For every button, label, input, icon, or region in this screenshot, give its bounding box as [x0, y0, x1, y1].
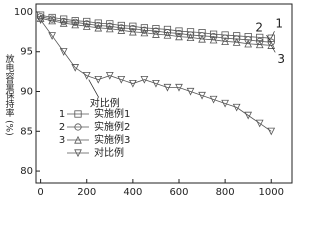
- marker: [244, 111, 253, 120]
- marker: [129, 79, 137, 88]
- marker: [106, 20, 114, 28]
- marker: [105, 24, 114, 33]
- marker: [106, 22, 114, 30]
- x-tick-label: 800: [216, 187, 235, 198]
- marker: [117, 24, 125, 32]
- y-tick-label: 90: [20, 87, 33, 98]
- marker: [175, 83, 183, 92]
- marker: [244, 36, 252, 44]
- marker: [129, 27, 137, 36]
- marker: [117, 21, 125, 30]
- marker: [255, 119, 264, 128]
- x-tick-label: 1000: [259, 187, 284, 198]
- marker: [221, 37, 229, 45]
- marker: [71, 64, 80, 72]
- legend-label: 实施例3: [94, 133, 130, 146]
- x-tick-label: 600: [169, 187, 188, 198]
- curve-label: 对比例: [90, 97, 120, 110]
- marker: [117, 75, 126, 84]
- marker: [94, 23, 103, 32]
- x-tick-label: 200: [77, 187, 96, 198]
- marker: [48, 32, 56, 40]
- y-tick-label: 80: [20, 166, 33, 177]
- series-line: [40, 19, 272, 132]
- marker: [83, 17, 91, 26]
- marker: [175, 32, 183, 41]
- y-axis-label: 放电容量保持率 (%): [4, 53, 15, 136]
- legend-marker: [74, 149, 82, 158]
- x-tick-label: 400: [123, 187, 142, 198]
- marker: [209, 95, 218, 104]
- curve-pointer: [266, 34, 272, 43]
- marker: [198, 34, 206, 43]
- marker: [48, 16, 56, 25]
- marker: [94, 19, 102, 27]
- marker: [105, 72, 114, 80]
- marker: [59, 48, 68, 56]
- y-tick-label: 100: [14, 7, 33, 18]
- marker: [140, 28, 149, 37]
- marker: [36, 16, 45, 25]
- curve-label: 1: [275, 17, 283, 31]
- y-tick-label: 95: [20, 47, 33, 58]
- legend-label: 实施例1: [94, 107, 130, 120]
- marker: [186, 31, 195, 39]
- curve-label: 3: [277, 52, 285, 66]
- marker: [71, 20, 80, 29]
- marker: [140, 26, 148, 34]
- marker: [163, 83, 172, 92]
- legend-tag: 3: [59, 135, 65, 146]
- legend-marker: [74, 123, 82, 131]
- marker: [60, 15, 68, 23]
- marker: [186, 33, 195, 42]
- marker: [163, 30, 172, 39]
- marker: [221, 99, 229, 108]
- curve-pointer: [88, 79, 100, 98]
- curve-pointer: [270, 31, 275, 39]
- legend-marker: [74, 110, 82, 118]
- marker: [60, 17, 68, 26]
- legend-label: 实施例2: [94, 120, 130, 133]
- legend-label: 对比例: [94, 146, 124, 159]
- legend-marker: [74, 135, 82, 144]
- marker: [83, 20, 91, 28]
- marker: [232, 38, 241, 46]
- marker: [267, 41, 276, 49]
- marker: [267, 127, 276, 136]
- curve-pointer: [270, 45, 276, 53]
- marker: [82, 72, 91, 80]
- marker: [209, 35, 218, 44]
- marker: [152, 79, 160, 88]
- marker: [71, 18, 79, 26]
- marker: [232, 103, 241, 112]
- marker: [36, 14, 45, 22]
- marker: [140, 24, 148, 32]
- marker: [94, 21, 102, 30]
- x-tick-label: 0: [37, 187, 43, 198]
- y-tick-label: 85: [20, 126, 33, 137]
- marker: [163, 29, 172, 37]
- marker: [140, 75, 149, 84]
- marker: [198, 91, 206, 100]
- marker: [244, 39, 253, 48]
- marker: [186, 87, 195, 96]
- marker: [48, 15, 56, 23]
- series-line: [40, 17, 272, 46]
- curve-label: 2: [255, 21, 263, 35]
- marker: [94, 75, 103, 84]
- marker: [152, 30, 160, 38]
- marker: [59, 18, 68, 27]
- legend-tag: 1: [59, 109, 65, 120]
- marker: [255, 40, 264, 49]
- plot-frame: [35, 3, 293, 184]
- series-line: [40, 14, 272, 39]
- marker: [117, 26, 126, 34]
- legend-tag: 2: [59, 122, 65, 133]
- marker: [82, 22, 91, 30]
